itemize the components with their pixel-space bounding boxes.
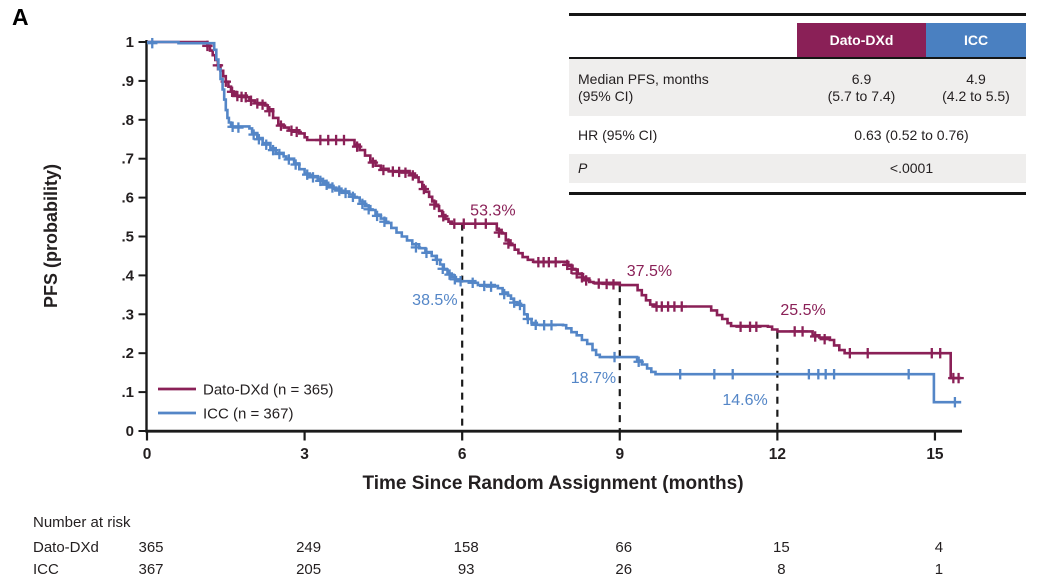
y-tick-label: .2 (121, 345, 134, 362)
risk-value: 4 (935, 539, 943, 556)
median-pfs-dato-value: 6.9 (5.7 to 7.4) (827, 70, 896, 104)
risk-value: 205 (296, 561, 321, 578)
x-tick-label: 12 (769, 446, 786, 463)
x-tick-label: 9 (615, 446, 624, 463)
legend-label-icc: ICC (n = 367) (203, 406, 293, 423)
y-tick-label: 1 (126, 34, 134, 51)
p-value: <.0001 (889, 160, 934, 176)
censor-marks-icc (147, 37, 961, 408)
y-tick-label: .3 (121, 306, 134, 323)
risk-value: 1 (935, 561, 943, 578)
x-tick-label: 6 (458, 446, 467, 463)
risk-value: 15 (773, 539, 790, 556)
hr-value: 0.63 (0.52 to 0.76) (854, 126, 969, 143)
annotation-18.7%: 18.7% (571, 370, 616, 387)
legend-label-dato-dxd: Dato-DXd (n = 365) (203, 382, 333, 399)
x-tick-label: 3 (300, 446, 309, 463)
risk-value: 367 (138, 561, 163, 578)
risk-row-label-dato-dxd: Dato-DXd (33, 539, 99, 556)
panel-label: A (12, 4, 29, 30)
risk-value: 158 (454, 539, 479, 556)
y-tick-label: .7 (121, 151, 134, 168)
stats-table-header-row: Dato-DXd ICC (569, 16, 1026, 59)
stats-row-median-pfs: Median PFS, months (95% CI) 6.9 (5.7 to … (569, 59, 1026, 116)
risk-value: 66 (615, 539, 632, 556)
p-label: P (578, 160, 588, 176)
stats-header-dato-dxd: Dato-DXd (797, 23, 926, 57)
y-tick-label: 0 (126, 423, 134, 440)
risk-value: 8 (777, 561, 785, 578)
annotation-37.5%: 37.5% (627, 263, 672, 280)
annotation-53.3%: 53.3% (470, 203, 515, 220)
annotation-38.5%: 38.5% (412, 292, 457, 309)
risk-table-title: Number at risk (33, 514, 131, 531)
y-tick-label: .5 (121, 229, 134, 246)
stats-row-hazard-ratio: HR (95% CI) 0.63 (0.52 to 0.76) (569, 116, 1026, 154)
risk-value: 93 (458, 561, 475, 578)
y-axis-title: PFS (probability) (41, 164, 61, 308)
y-tick-label: .4 (121, 267, 134, 284)
hr-label: HR (95% CI) (578, 126, 658, 143)
y-tick-label: .6 (121, 190, 134, 207)
stats-header-icc: ICC (926, 23, 1026, 57)
annotation-25.5%: 25.5% (780, 302, 825, 319)
y-tick-label: .1 (121, 384, 134, 401)
x-tick-label: 0 (143, 446, 152, 463)
y-tick-label: .9 (121, 73, 134, 90)
risk-value: 249 (296, 539, 321, 556)
risk-value: 26 (615, 561, 632, 578)
x-axis-title: Time Since Random Assignment (months) (362, 473, 743, 494)
x-tick-label: 15 (926, 446, 944, 463)
median-pfs-icc-value: 4.9 (4.2 to 5.5) (942, 70, 1010, 104)
y-tick-label: .8 (121, 112, 134, 129)
annotation-14.6%: 14.6% (722, 392, 767, 409)
risk-row-label-icc: ICC (33, 561, 59, 578)
risk-value: 365 (138, 539, 163, 556)
stats-row-p-value: P <.0001 (569, 154, 1026, 183)
median-pfs-label: Median PFS, months (95% CI) (578, 70, 709, 104)
stats-table: Dato-DXd ICC Median PFS, months (95% CI)… (569, 13, 1026, 195)
censor-marks-dato-dxd (202, 40, 964, 384)
